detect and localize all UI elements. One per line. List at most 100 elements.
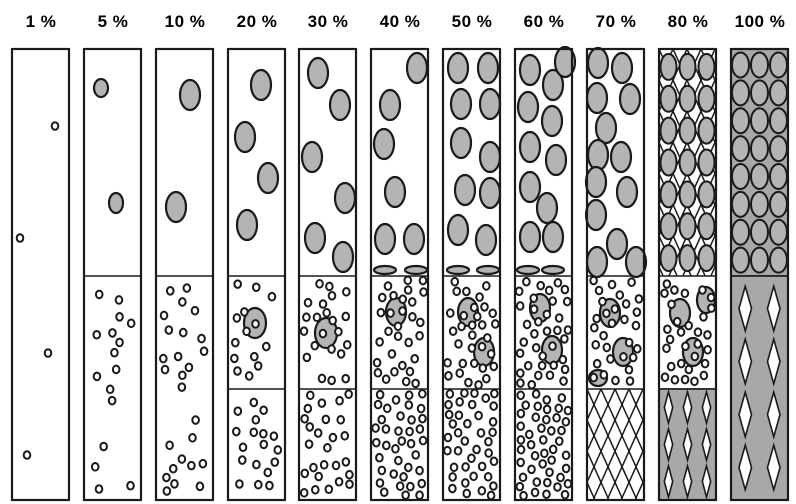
packed-bubble xyxy=(697,84,716,113)
small-bubble xyxy=(544,285,554,296)
small-bubble xyxy=(404,390,414,401)
column-outline xyxy=(585,47,646,502)
small-bubble xyxy=(303,297,313,308)
column-label: 70 % xyxy=(595,12,637,31)
small-bubble xyxy=(619,352,628,362)
small-bubble xyxy=(469,302,479,313)
small-bubble xyxy=(522,276,531,287)
gray-bubble xyxy=(249,68,273,102)
diamond-void xyxy=(738,283,753,334)
small-bubble xyxy=(405,426,414,437)
packed-bubble xyxy=(659,52,678,81)
small-bubble xyxy=(381,424,391,434)
column-outline xyxy=(154,47,215,502)
small-bubble xyxy=(627,277,636,288)
packed-bubble xyxy=(750,190,769,218)
small-bubble xyxy=(323,442,332,453)
small-bubble xyxy=(443,432,453,443)
small-bubble xyxy=(478,363,488,373)
small-bubble xyxy=(407,297,417,307)
small-bubble xyxy=(516,390,525,401)
packed-bubble xyxy=(750,135,769,163)
small-bubble xyxy=(340,431,350,441)
small-bubble xyxy=(335,395,344,406)
gray-bubble xyxy=(372,127,396,161)
small-bubble xyxy=(563,405,573,416)
small-bubble xyxy=(453,428,463,438)
small-bubble xyxy=(660,288,669,299)
small-bubble xyxy=(415,465,424,476)
small-bubble xyxy=(632,343,642,354)
lattice-line xyxy=(592,389,644,500)
small-bubble xyxy=(199,346,209,357)
lattice-line xyxy=(659,76,716,207)
column-11 xyxy=(729,47,790,502)
small-bubble xyxy=(418,275,428,286)
small-bubble xyxy=(542,326,552,336)
packed-bubble xyxy=(697,116,716,145)
column-frame xyxy=(11,48,70,501)
small-bubble xyxy=(170,479,179,489)
column-frame xyxy=(155,48,214,501)
small-bubble xyxy=(542,395,552,405)
small-bubble xyxy=(547,455,556,465)
lattice-line xyxy=(587,389,616,454)
small-bubble xyxy=(259,428,268,439)
small-bubble xyxy=(187,460,196,471)
gray-bubble xyxy=(300,140,324,174)
small-bubble xyxy=(606,354,615,364)
column-label: 30 % xyxy=(307,12,349,31)
small-bubble xyxy=(376,307,386,318)
small-bubble xyxy=(663,324,672,335)
small-bubble xyxy=(261,341,271,352)
column-label: 1 % xyxy=(25,12,57,31)
column-label: 100 % xyxy=(734,12,786,31)
small-bubble xyxy=(470,388,479,399)
small-bubble xyxy=(527,464,536,475)
small-bubble xyxy=(238,442,248,453)
small-bubble xyxy=(560,489,570,500)
small-bubble xyxy=(560,284,570,295)
small-bubble xyxy=(665,334,675,345)
small-bubble xyxy=(345,479,354,490)
small-bubble xyxy=(558,354,568,365)
small-bubble xyxy=(684,364,694,375)
small-bubble xyxy=(531,342,541,353)
column-label: 50 % xyxy=(451,12,493,31)
packed-bubble xyxy=(750,79,769,107)
small-bubble xyxy=(410,353,419,364)
small-bubble xyxy=(94,289,104,300)
lattice-line xyxy=(696,231,716,276)
lattice-line xyxy=(659,202,692,276)
small-bubble xyxy=(303,403,313,414)
column-outline xyxy=(226,47,287,502)
small-bubble xyxy=(542,404,552,415)
small-bubble xyxy=(516,421,526,431)
small-bubble xyxy=(406,481,415,492)
small-bubble xyxy=(700,358,710,369)
small-bubble xyxy=(459,310,469,321)
small-bubble xyxy=(443,357,452,368)
small-bubble xyxy=(342,286,351,297)
column-outline xyxy=(369,47,430,502)
small-bubble xyxy=(538,351,547,361)
small-bubble xyxy=(448,472,457,482)
small-bubble xyxy=(554,313,564,323)
small-bubble xyxy=(406,438,416,449)
small-bubble xyxy=(419,287,428,297)
small-bubble xyxy=(416,403,426,414)
small-bubble xyxy=(404,462,413,473)
column-label: 5 % xyxy=(97,12,129,31)
small-bubble xyxy=(242,326,251,337)
small-bubble xyxy=(230,353,239,364)
small-bubble xyxy=(530,450,540,461)
small-bubble xyxy=(560,364,570,375)
small-bubble xyxy=(114,295,124,305)
small-bubble xyxy=(383,281,393,291)
small-bubble xyxy=(554,436,564,446)
small-bubble xyxy=(448,419,458,429)
small-bubble xyxy=(527,379,537,390)
column-5 xyxy=(297,47,358,502)
small-bubble xyxy=(515,348,525,359)
gray-bubble xyxy=(403,264,429,276)
